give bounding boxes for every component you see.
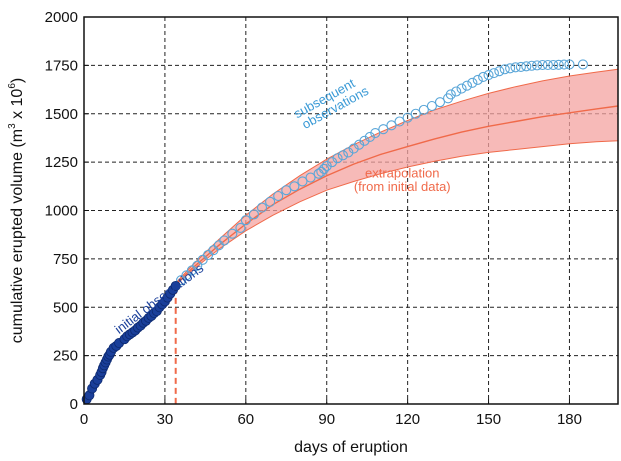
subsequent-point bbox=[235, 222, 246, 233]
subsequent-point bbox=[227, 228, 238, 239]
subsequent-point bbox=[248, 209, 259, 220]
subsequent-point bbox=[297, 176, 308, 187]
subsequent-point bbox=[499, 64, 510, 75]
subsequent-point bbox=[418, 104, 429, 115]
subsequent-point bbox=[343, 147, 354, 158]
subsequent-point bbox=[532, 60, 543, 71]
subsequent-point bbox=[192, 260, 203, 271]
y-axis-label-main: cumulative erupted volume (m bbox=[9, 129, 26, 343]
subsequent-point bbox=[548, 59, 559, 71]
y-tick-label: 250 bbox=[53, 348, 78, 365]
subsequent-point bbox=[526, 60, 537, 71]
subsequent-point bbox=[316, 166, 327, 177]
x-tick-label: 90 bbox=[318, 411, 335, 428]
subsequent-point bbox=[359, 135, 370, 146]
y-tick-label: 750 bbox=[53, 251, 78, 268]
subsequent-point bbox=[521, 61, 532, 72]
subsequent-point bbox=[305, 172, 316, 183]
grid bbox=[84, 17, 618, 404]
subsequent-point bbox=[378, 124, 389, 135]
subsequent-point bbox=[370, 128, 381, 139]
subsequent-point bbox=[410, 108, 421, 119]
x-tick-label: 120 bbox=[395, 411, 420, 428]
y-axis-label-exp: 6 bbox=[7, 83, 18, 89]
subsequent-point bbox=[327, 157, 338, 168]
x-tick-label: 0 bbox=[80, 411, 88, 428]
x-tick-label: 150 bbox=[476, 411, 501, 428]
subsequent-point bbox=[483, 70, 494, 81]
x-tick-label: 60 bbox=[237, 411, 254, 428]
subsequent-series bbox=[176, 59, 588, 286]
y-tick-label: 1000 bbox=[45, 203, 78, 220]
subsequent-point bbox=[515, 61, 526, 72]
subsequent-point bbox=[537, 59, 548, 71]
y-axis-label: cumulative erupted volume (m3 x 106) bbox=[7, 78, 26, 343]
subsequent-point bbox=[426, 100, 437, 112]
y-tick-label: 1500 bbox=[45, 106, 78, 123]
annotation-extrapolation-2: (from initial data) bbox=[354, 179, 451, 194]
subsequent-point bbox=[394, 116, 405, 127]
subsequent-point bbox=[488, 68, 499, 79]
y-tick-label: 1750 bbox=[45, 57, 78, 74]
subsequent-point bbox=[559, 59, 570, 70]
subsequent-point bbox=[364, 131, 375, 143]
subsequent-point bbox=[553, 59, 564, 70]
x-axis-label: days of eruption bbox=[294, 439, 408, 456]
extrapolation-line bbox=[175, 105, 619, 285]
subsequent-point bbox=[289, 181, 300, 192]
subsequent-point bbox=[273, 190, 284, 202]
subsequent-point bbox=[332, 153, 343, 164]
subsequent-point bbox=[494, 66, 505, 77]
subsequent-point bbox=[256, 202, 268, 213]
subsequent-point bbox=[564, 59, 575, 70]
extrapolation-series bbox=[175, 105, 619, 285]
subsequent-point bbox=[456, 83, 467, 94]
subsequent-point bbox=[265, 196, 276, 207]
initial-point bbox=[170, 280, 181, 291]
y-axis-label-sup: 3 bbox=[7, 123, 18, 129]
subsequent-point bbox=[510, 62, 521, 73]
subsequent-point bbox=[472, 74, 483, 85]
subsequent-point bbox=[240, 215, 251, 226]
y-tick-label: 2000 bbox=[45, 9, 78, 26]
y-tick-label: 500 bbox=[53, 299, 78, 316]
initial-series bbox=[81, 280, 181, 405]
y-axis-label-end: ) bbox=[9, 78, 26, 83]
subsequent-point bbox=[348, 143, 359, 154]
subsequent-point bbox=[445, 89, 456, 100]
annotation-initial: initial observations bbox=[112, 260, 207, 337]
subsequent-point bbox=[577, 59, 588, 70]
x-tick-label: 180 bbox=[557, 411, 582, 428]
subsequent-point bbox=[505, 63, 516, 74]
y-ticks: 0 250 500 750 1000 1250 1500 1750 2000 bbox=[45, 9, 89, 413]
annotation-extrapolation-1: extrapolation bbox=[365, 166, 439, 181]
subsequent-point bbox=[321, 160, 332, 172]
subsequent-point bbox=[542, 59, 553, 71]
subsequent-point bbox=[402, 112, 413, 123]
subsequent-point bbox=[467, 77, 478, 88]
subsequent-point bbox=[451, 86, 462, 97]
subsequent-point bbox=[434, 97, 446, 108]
subsequent-point bbox=[337, 150, 348, 161]
subsequent-point bbox=[318, 163, 330, 174]
subsequent-point bbox=[354, 139, 365, 150]
y-tick-label: 0 bbox=[70, 396, 78, 413]
x-ticks: 0 30 60 90 120 150 180 bbox=[80, 399, 582, 428]
subsequent-point bbox=[478, 71, 489, 83]
y-axis-label-mid: x 10 bbox=[9, 89, 26, 124]
subsequent-point bbox=[386, 120, 397, 131]
y-tick-label: 1250 bbox=[45, 154, 78, 171]
subsequent-point bbox=[219, 235, 230, 246]
x-tick-label: 30 bbox=[157, 411, 174, 428]
subsequent-point bbox=[461, 80, 473, 91]
subsequent-point bbox=[281, 185, 292, 196]
